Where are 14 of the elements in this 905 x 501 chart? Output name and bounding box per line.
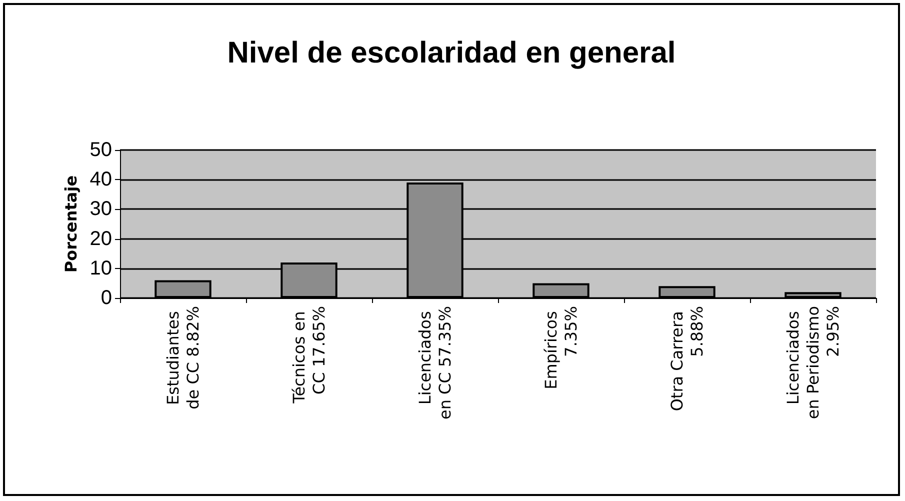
y-tick-label: 0 [100,287,112,309]
x-tick-label: Técnicos en CC 17.65% [290,306,328,404]
y-axis-title: Porcentaje [61,175,80,273]
x-tick-label: Licenciados en CC 57.35% [416,306,454,420]
x-tick-label: Licenciados en Periodismo 2.95% [784,306,842,420]
y-tick-label: 50 [90,139,112,161]
y-tick-label: 40 [90,168,112,191]
x-tick-label: Otra Carrera 5.88% [668,306,706,412]
chart-title: Nivel de escolaridad en general [227,36,676,70]
y-tick-label: 10 [90,257,112,280]
y-tick-label: 30 [90,198,112,220]
x-tick-label: Empíricos 7.35% [542,306,580,390]
y-tick-label: 20 [90,228,112,250]
x-tick-label: Estudiantes de CC 8.82% [164,306,202,410]
